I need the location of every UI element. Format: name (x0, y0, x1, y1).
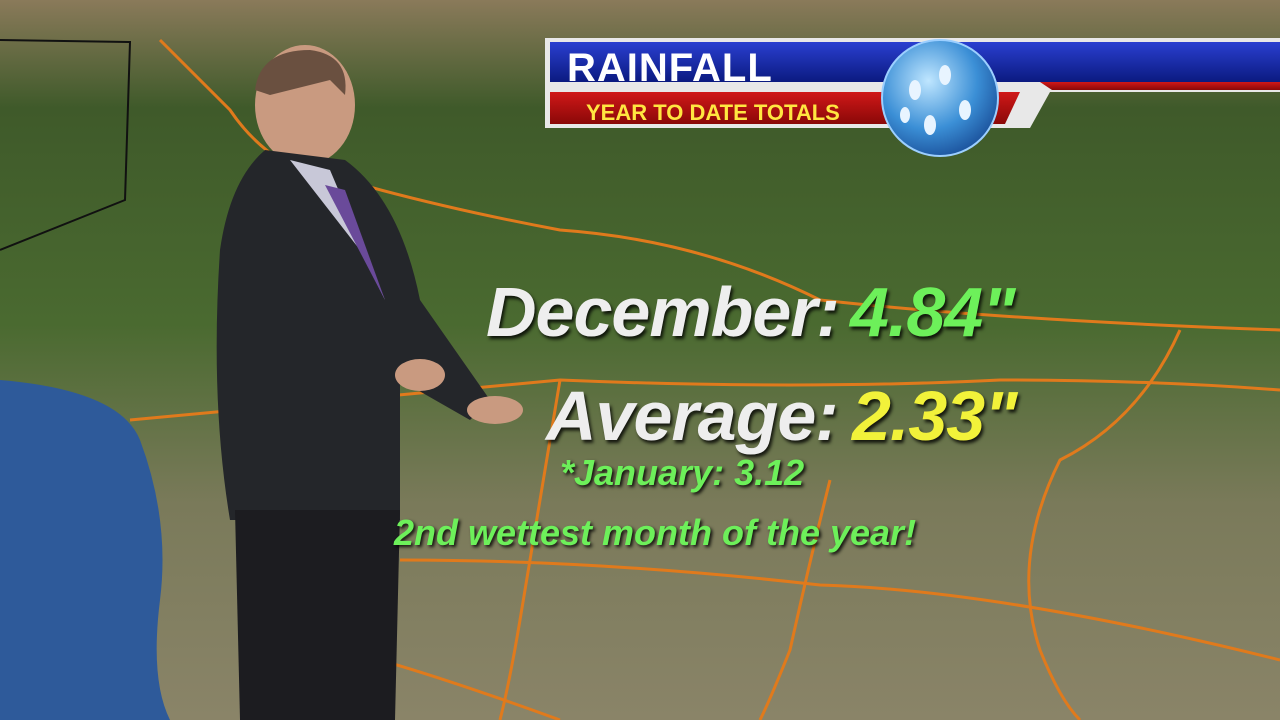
banner (545, 38, 1280, 157)
stat-label: Average: (546, 377, 839, 455)
stat-value: 2.33" (852, 377, 1017, 455)
presenter (216, 45, 523, 720)
banner-subtitle: YEAR TO DATE TOTALS (586, 100, 840, 125)
banner-title: RAINFALL (567, 46, 773, 90)
note: 2nd wettest month of the year! (394, 512, 917, 553)
stat-label: December: (486, 273, 840, 351)
note: *January: 3.12 (560, 452, 805, 493)
stat-value: 4.84" (850, 273, 1015, 351)
